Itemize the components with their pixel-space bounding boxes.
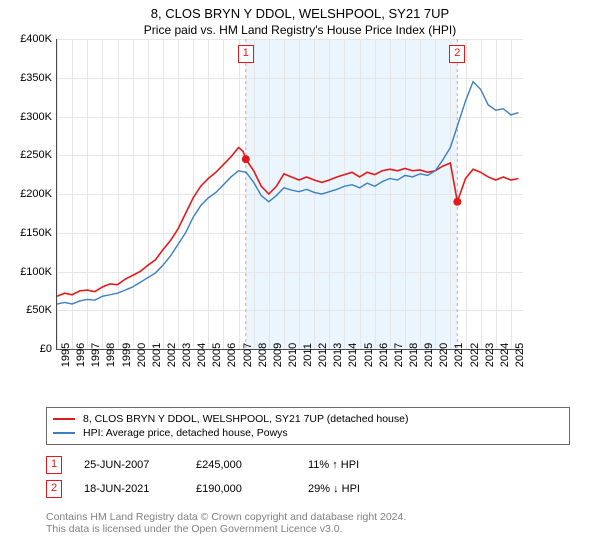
sale-delta: 11% ↑ HPI <box>308 459 359 471</box>
y-tick-label: £250K <box>8 149 52 161</box>
sale-index-box: 1 <box>46 456 62 474</box>
sale-delta: 29% ↓ HPI <box>308 483 360 495</box>
y-tick-label: £200K <box>8 188 52 200</box>
legend-swatch <box>53 418 75 420</box>
legend-label: HPI: Average price, detached house, Powy… <box>83 427 288 439</box>
sale-marker-dot <box>453 198 461 206</box>
y-tick-label: £0 <box>8 343 52 355</box>
legend-swatch <box>53 432 75 434</box>
sale-marker-box: 2 <box>449 45 465 63</box>
attribution-line: This data is licensed under the Open Gov… <box>46 523 570 535</box>
legend-item: HPI: Average price, detached house, Powy… <box>53 426 563 440</box>
y-tick-label: £50K <box>8 304 52 316</box>
sale-index-box: 2 <box>46 480 62 498</box>
legend: 8, CLOS BRYN Y DDOL, WELSHPOOL, SY21 7UP… <box>46 407 570 445</box>
sale-marker-dot <box>242 155 250 163</box>
titles: 8, CLOS BRYN Y DDOL, WELSHPOOL, SY21 7UP… <box>0 0 600 39</box>
series-hpi <box>57 82 518 304</box>
attribution: Contains HM Land Registry data © Crown c… <box>46 511 570 535</box>
chart-svg <box>57 39 523 349</box>
sale-row: 2 18-JUN-2021 £190,000 29% ↓ HPI <box>46 477 570 501</box>
y-tick-label: £400K <box>8 33 52 45</box>
address-title: 8, CLOS BRYN Y DDOL, WELSHPOOL, SY21 7UP <box>10 6 590 21</box>
x-tick-label: 2025 <box>514 343 558 367</box>
legend-label: 8, CLOS BRYN Y DDOL, WELSHPOOL, SY21 7UP… <box>83 413 408 425</box>
y-tick-label: £100K <box>8 266 52 278</box>
y-tick-label: £150K <box>8 227 52 239</box>
sales-table: 1 25-JUN-2007 £245,000 11% ↑ HPI 2 18-JUN-202… <box>46 453 570 501</box>
y-tick-label: £300K <box>8 111 52 123</box>
sale-date: 18-JUN-2021 <box>84 483 174 495</box>
series-property <box>57 148 518 297</box>
y-tick-label: £350K <box>8 72 52 84</box>
plot: 12 <box>56 39 523 350</box>
figure: 8, CLOS BRYN Y DDOL, WELSHPOOL, SY21 7UP… <box>0 0 600 560</box>
chart-area: £0£50K£100K£150K£200K£250K£300K£350K£400… <box>8 39 586 395</box>
sale-row: 1 25-JUN-2007 £245,000 11% ↑ HPI <box>46 453 570 477</box>
sale-marker-box: 1 <box>238 45 254 63</box>
legend-item: 8, CLOS BRYN Y DDOL, WELSHPOOL, SY21 7UP… <box>53 412 563 426</box>
attribution-line: Contains HM Land Registry data © Crown c… <box>46 511 570 523</box>
sale-price: £190,000 <box>196 483 286 495</box>
sale-date: 25-JUN-2007 <box>84 459 174 471</box>
sale-price: £245,000 <box>196 459 286 471</box>
subtitle: Price paid vs. HM Land Registry's House … <box>10 21 590 37</box>
